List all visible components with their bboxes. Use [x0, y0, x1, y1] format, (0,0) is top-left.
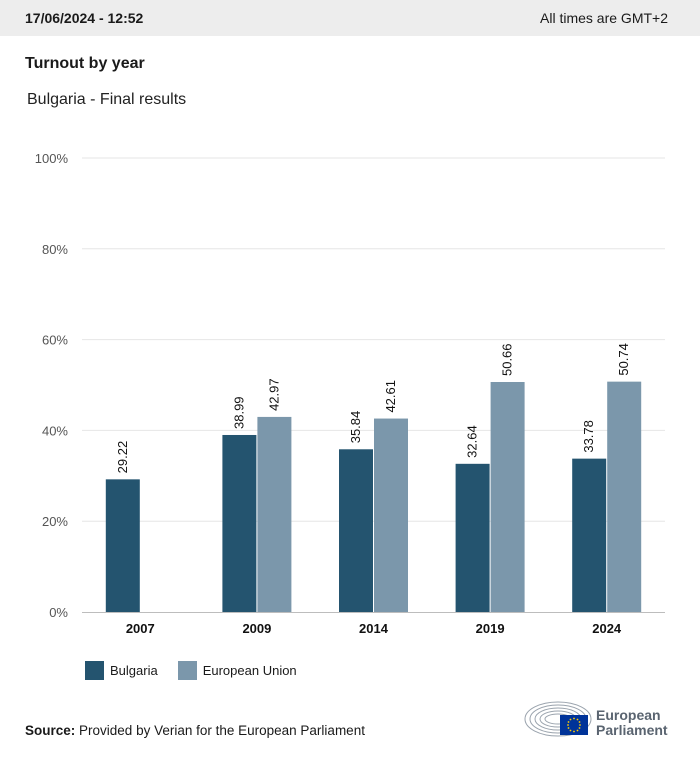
source-note: Source: Provided by Verian for the Europ…	[25, 723, 365, 738]
y-tick-label: 80%	[42, 242, 68, 257]
y-tick-label: 20%	[42, 514, 68, 529]
bar-eu-2014	[374, 418, 408, 612]
source-text: Provided by Verian for the European Parl…	[79, 723, 365, 738]
bar-bulgaria-2007	[105, 479, 140, 612]
bar-bulgaria-2009	[222, 434, 257, 612]
bar-bulgaria-2019	[455, 463, 490, 612]
legend-swatch-bulgaria	[85, 661, 104, 680]
source-label: Source:	[25, 723, 76, 738]
data-label: 42.61	[383, 380, 398, 413]
x-tick-label: 2014	[359, 621, 389, 636]
legend-swatch-eu	[177, 661, 197, 680]
y-tick-label: 0%	[49, 605, 68, 620]
turnout-bar-chart: 0% 20% 40% 60% 80% 100% 29.22 2007 38.99 42.97 200…	[35, 151, 665, 636]
chart-subtitle: Bulgaria - Final results	[27, 91, 187, 108]
x-tick-label: 2024	[592, 621, 622, 636]
logo-line-1: European	[596, 707, 661, 723]
x-tick-label: 2009	[242, 621, 271, 636]
data-label: 50.74	[616, 343, 631, 376]
european-parliament-logo-icon	[524, 701, 592, 737]
data-label: 35.84	[348, 411, 363, 444]
bar-eu-2019	[490, 382, 525, 612]
bar-eu-2009	[257, 416, 292, 612]
y-tick-label: 60%	[42, 333, 68, 348]
chart-title: Turnout by year	[25, 55, 145, 72]
legend-label-eu: European Union	[202, 663, 297, 678]
data-label: 29.22	[115, 441, 130, 474]
data-label: 33.78	[581, 420, 596, 453]
data-label: 32.64	[465, 425, 480, 458]
data-label: 50.66	[500, 343, 515, 376]
legend-item-eu[interactable]: European Union	[177, 661, 297, 680]
european-parliament-wordmark: European Parliament	[596, 708, 668, 738]
timestamp: 17/06/2024 - 12:52	[25, 10, 144, 26]
legend-item-bulgaria[interactable]: Bulgaria	[85, 661, 158, 680]
x-tick-label: 2007	[126, 621, 155, 636]
y-tick-label: 100%	[35, 151, 69, 166]
y-tick-label: 40%	[42, 423, 68, 438]
legend-label-bulgaria: Bulgaria	[110, 663, 158, 678]
bar-eu-2024	[607, 381, 642, 612]
chart-legend: Bulgaria European Union	[85, 661, 317, 680]
data-label: 42.97	[266, 378, 281, 411]
x-tick-label: 2019	[476, 621, 505, 636]
bar-bulgaria-2024	[572, 458, 607, 612]
logo-line-2: Parliament	[596, 722, 668, 738]
timezone-note: All times are GMT+2	[540, 10, 668, 26]
data-label: 38.99	[231, 396, 246, 429]
header-bar: 17/06/2024 - 12:52 All times are GMT+2	[0, 0, 700, 36]
bar-bulgaria-2014	[339, 449, 373, 612]
